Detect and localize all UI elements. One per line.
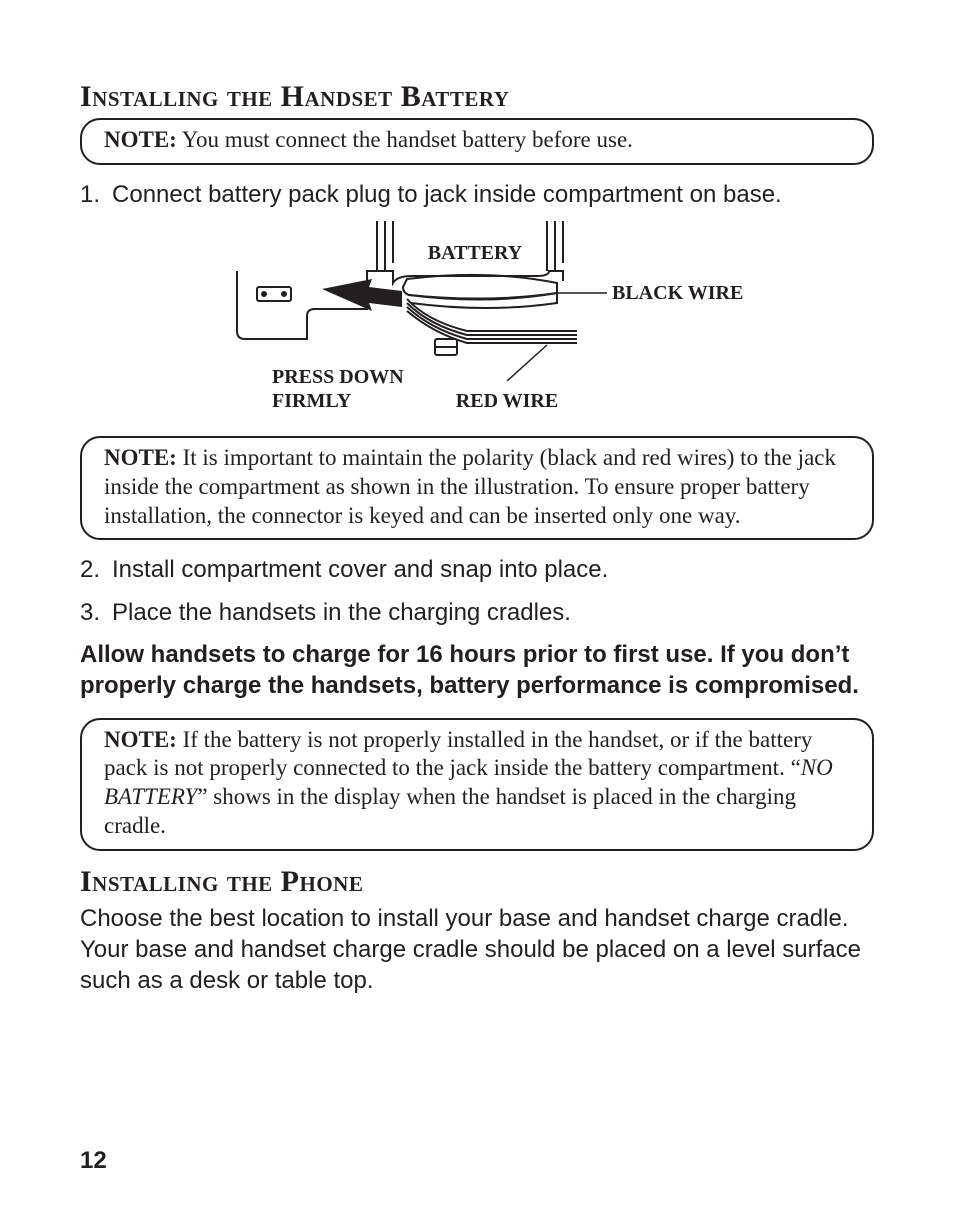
note-text: It is important to maintain the polarity… bbox=[104, 445, 836, 528]
charge-instruction: Allow handsets to charge for 16 hours pr… bbox=[80, 639, 874, 701]
label-red-wire: RED WIRE bbox=[456, 390, 558, 412]
step-2: 2. Install compartment cover and snap in… bbox=[80, 554, 874, 586]
heading-install-battery: Installing the Handset Battery bbox=[80, 80, 874, 114]
note-label: NOTE: bbox=[104, 445, 177, 470]
note-text-before: If the battery is not properly installed… bbox=[104, 727, 812, 781]
heading-install-phone: Installing the Phone bbox=[80, 865, 874, 899]
step-1: 1. Connect battery pack plug to jack ins… bbox=[80, 179, 874, 211]
battery-diagram-container: BATTERY BLACK WIRE PRESS DOWN FIRMLY RED… bbox=[80, 221, 874, 426]
manual-page: Installing the Handset Battery NOTE: You… bbox=[0, 0, 954, 1215]
step-3: 3. Place the handsets in the charging cr… bbox=[80, 597, 874, 629]
press-arrow-icon bbox=[322, 279, 402, 311]
label-black-wire: BLACK WIRE bbox=[612, 282, 743, 304]
install-phone-paragraph: Choose the best location to install your… bbox=[80, 903, 874, 997]
note-label: NOTE: bbox=[104, 127, 177, 152]
note-box-connect-battery: NOTE: You must connect the handset batte… bbox=[80, 118, 874, 165]
note-box-polarity: NOTE: It is important to maintain the po… bbox=[80, 436, 874, 540]
note-label: NOTE: bbox=[104, 727, 177, 752]
label-press-down-2: FIRMLY bbox=[272, 390, 352, 412]
label-press-down-1: PRESS DOWN bbox=[272, 366, 404, 388]
note-box-no-battery: NOTE: If the battery is not properly ins… bbox=[80, 718, 874, 851]
page-number: 12 bbox=[80, 1147, 107, 1175]
label-battery: BATTERY bbox=[428, 242, 523, 264]
battery-diagram-svg: BATTERY BLACK WIRE PRESS DOWN FIRMLY RED… bbox=[197, 221, 757, 421]
note-text: You must connect the handset battery bef… bbox=[177, 127, 633, 152]
battery-diagram: BATTERY BLACK WIRE PRESS DOWN FIRMLY RED… bbox=[197, 221, 757, 426]
note-text-after: ” shows in the display when the handset … bbox=[104, 784, 796, 838]
